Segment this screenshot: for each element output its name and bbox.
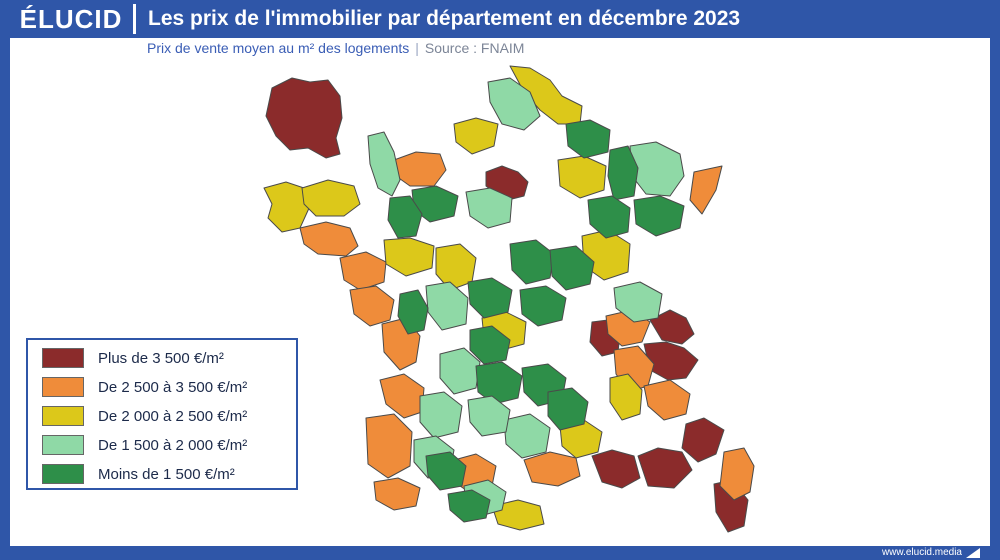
department-haute-vienne	[439, 347, 481, 395]
department-oise	[453, 117, 499, 155]
department-vaucluse	[609, 373, 643, 421]
department-herault	[523, 451, 581, 487]
department-haute-savoie	[649, 309, 695, 345]
legend-item-2: De 2 500 à 3 500 €/m²	[42, 375, 247, 399]
department-lozere	[547, 387, 589, 431]
department-vosges	[633, 195, 685, 237]
department-nievre	[549, 245, 595, 291]
department-ardennes	[565, 119, 611, 159]
page-title: Les prix de l'immobilier par département…	[148, 7, 741, 30]
brand-mark-icon	[966, 548, 980, 558]
department-morbihan	[299, 221, 359, 257]
department-vendee	[349, 285, 395, 327]
department-loire-atlantique	[339, 251, 387, 291]
department-cher	[509, 239, 555, 285]
legend-label-5: Moins de 1 500 €/m²	[98, 465, 235, 483]
department-mayenne	[387, 195, 423, 239]
subtitle-separator: |	[415, 40, 419, 56]
department-dordogne	[419, 391, 463, 439]
department-somme	[487, 77, 541, 131]
department-var	[637, 447, 693, 489]
legend-swatch-3	[42, 406, 84, 426]
legend-item-5: Moins de 1 500 €/m²	[42, 462, 235, 486]
france-map	[263, 65, 755, 533]
footer-bar: www.elucid.media	[0, 546, 1000, 560]
department-vienne	[425, 281, 469, 331]
department-savoie	[643, 341, 699, 381]
department-lot	[467, 395, 511, 437]
department-allier	[519, 285, 567, 327]
subtitle-text: Prix de vente moyen au m² des logements	[147, 40, 410, 56]
department-indre	[467, 277, 513, 319]
subtitle: Prix de vente moyen au m² des logements |…	[147, 40, 524, 56]
department-ariege	[447, 489, 491, 523]
department-marne	[557, 155, 607, 199]
brand-logo[interactable]: ÉLUCID	[19, 3, 123, 34]
legend-swatch-4	[42, 435, 84, 455]
department-paris-inset	[265, 77, 343, 159]
department-alpes-maritimes	[681, 417, 725, 463]
legend-label-1: Plus de 3 500 €/m²	[98, 349, 224, 367]
department-gironde	[379, 373, 425, 419]
department-calvados	[393, 151, 447, 187]
legend-item-1: Plus de 3 500 €/m²	[42, 346, 224, 370]
legend: Plus de 3 500 €/m² De 2 500 à 3 500 €/m²…	[26, 338, 298, 490]
header-divider	[133, 4, 136, 34]
department-bas-rhin	[689, 165, 723, 215]
department-aveyron	[503, 413, 551, 459]
legend-label-4: De 1 500 à 2 000 €/m²	[98, 436, 248, 454]
department-haute-corse	[719, 447, 755, 501]
department-gers	[425, 451, 467, 491]
legend-label-3: De 2 000 à 2 500 €/m²	[98, 407, 248, 425]
department-correze	[475, 361, 523, 405]
header-bar: ÉLUCID Les prix de l'immobilier par dépa…	[0, 0, 1000, 38]
department-cotes-d-armor	[301, 179, 361, 217]
department-loiret	[465, 187, 513, 229]
department-bouches-du-rhone	[591, 449, 641, 489]
legend-item-4: De 1 500 à 2 000 €/m²	[42, 433, 247, 457]
department-regions	[263, 65, 755, 533]
department-ain	[613, 281, 663, 323]
legend-label-2: De 2 500 à 3 500 €/m²	[98, 378, 248, 396]
legend-item-3: De 2 000 à 2 500 €/m²	[42, 404, 247, 428]
legend-swatch-5	[42, 464, 84, 484]
department-deux-sevres	[397, 289, 429, 335]
source-text: Source : FNAIM	[424, 40, 525, 56]
legend-swatch-2	[42, 377, 84, 397]
department-landes	[365, 413, 413, 479]
department-haute-marne	[587, 195, 631, 239]
department-hautes-alpes	[643, 379, 691, 421]
department-creuse	[469, 325, 511, 365]
site-link[interactable]: www.elucid.media	[881, 547, 962, 558]
department-meuse	[607, 145, 639, 201]
department-manche	[367, 131, 401, 197]
legend-swatch-1	[42, 348, 84, 368]
department-pyrenees-atlantiques	[373, 477, 421, 511]
department-pyrenees-orientales	[491, 499, 545, 531]
department-sarthe	[383, 237, 435, 277]
